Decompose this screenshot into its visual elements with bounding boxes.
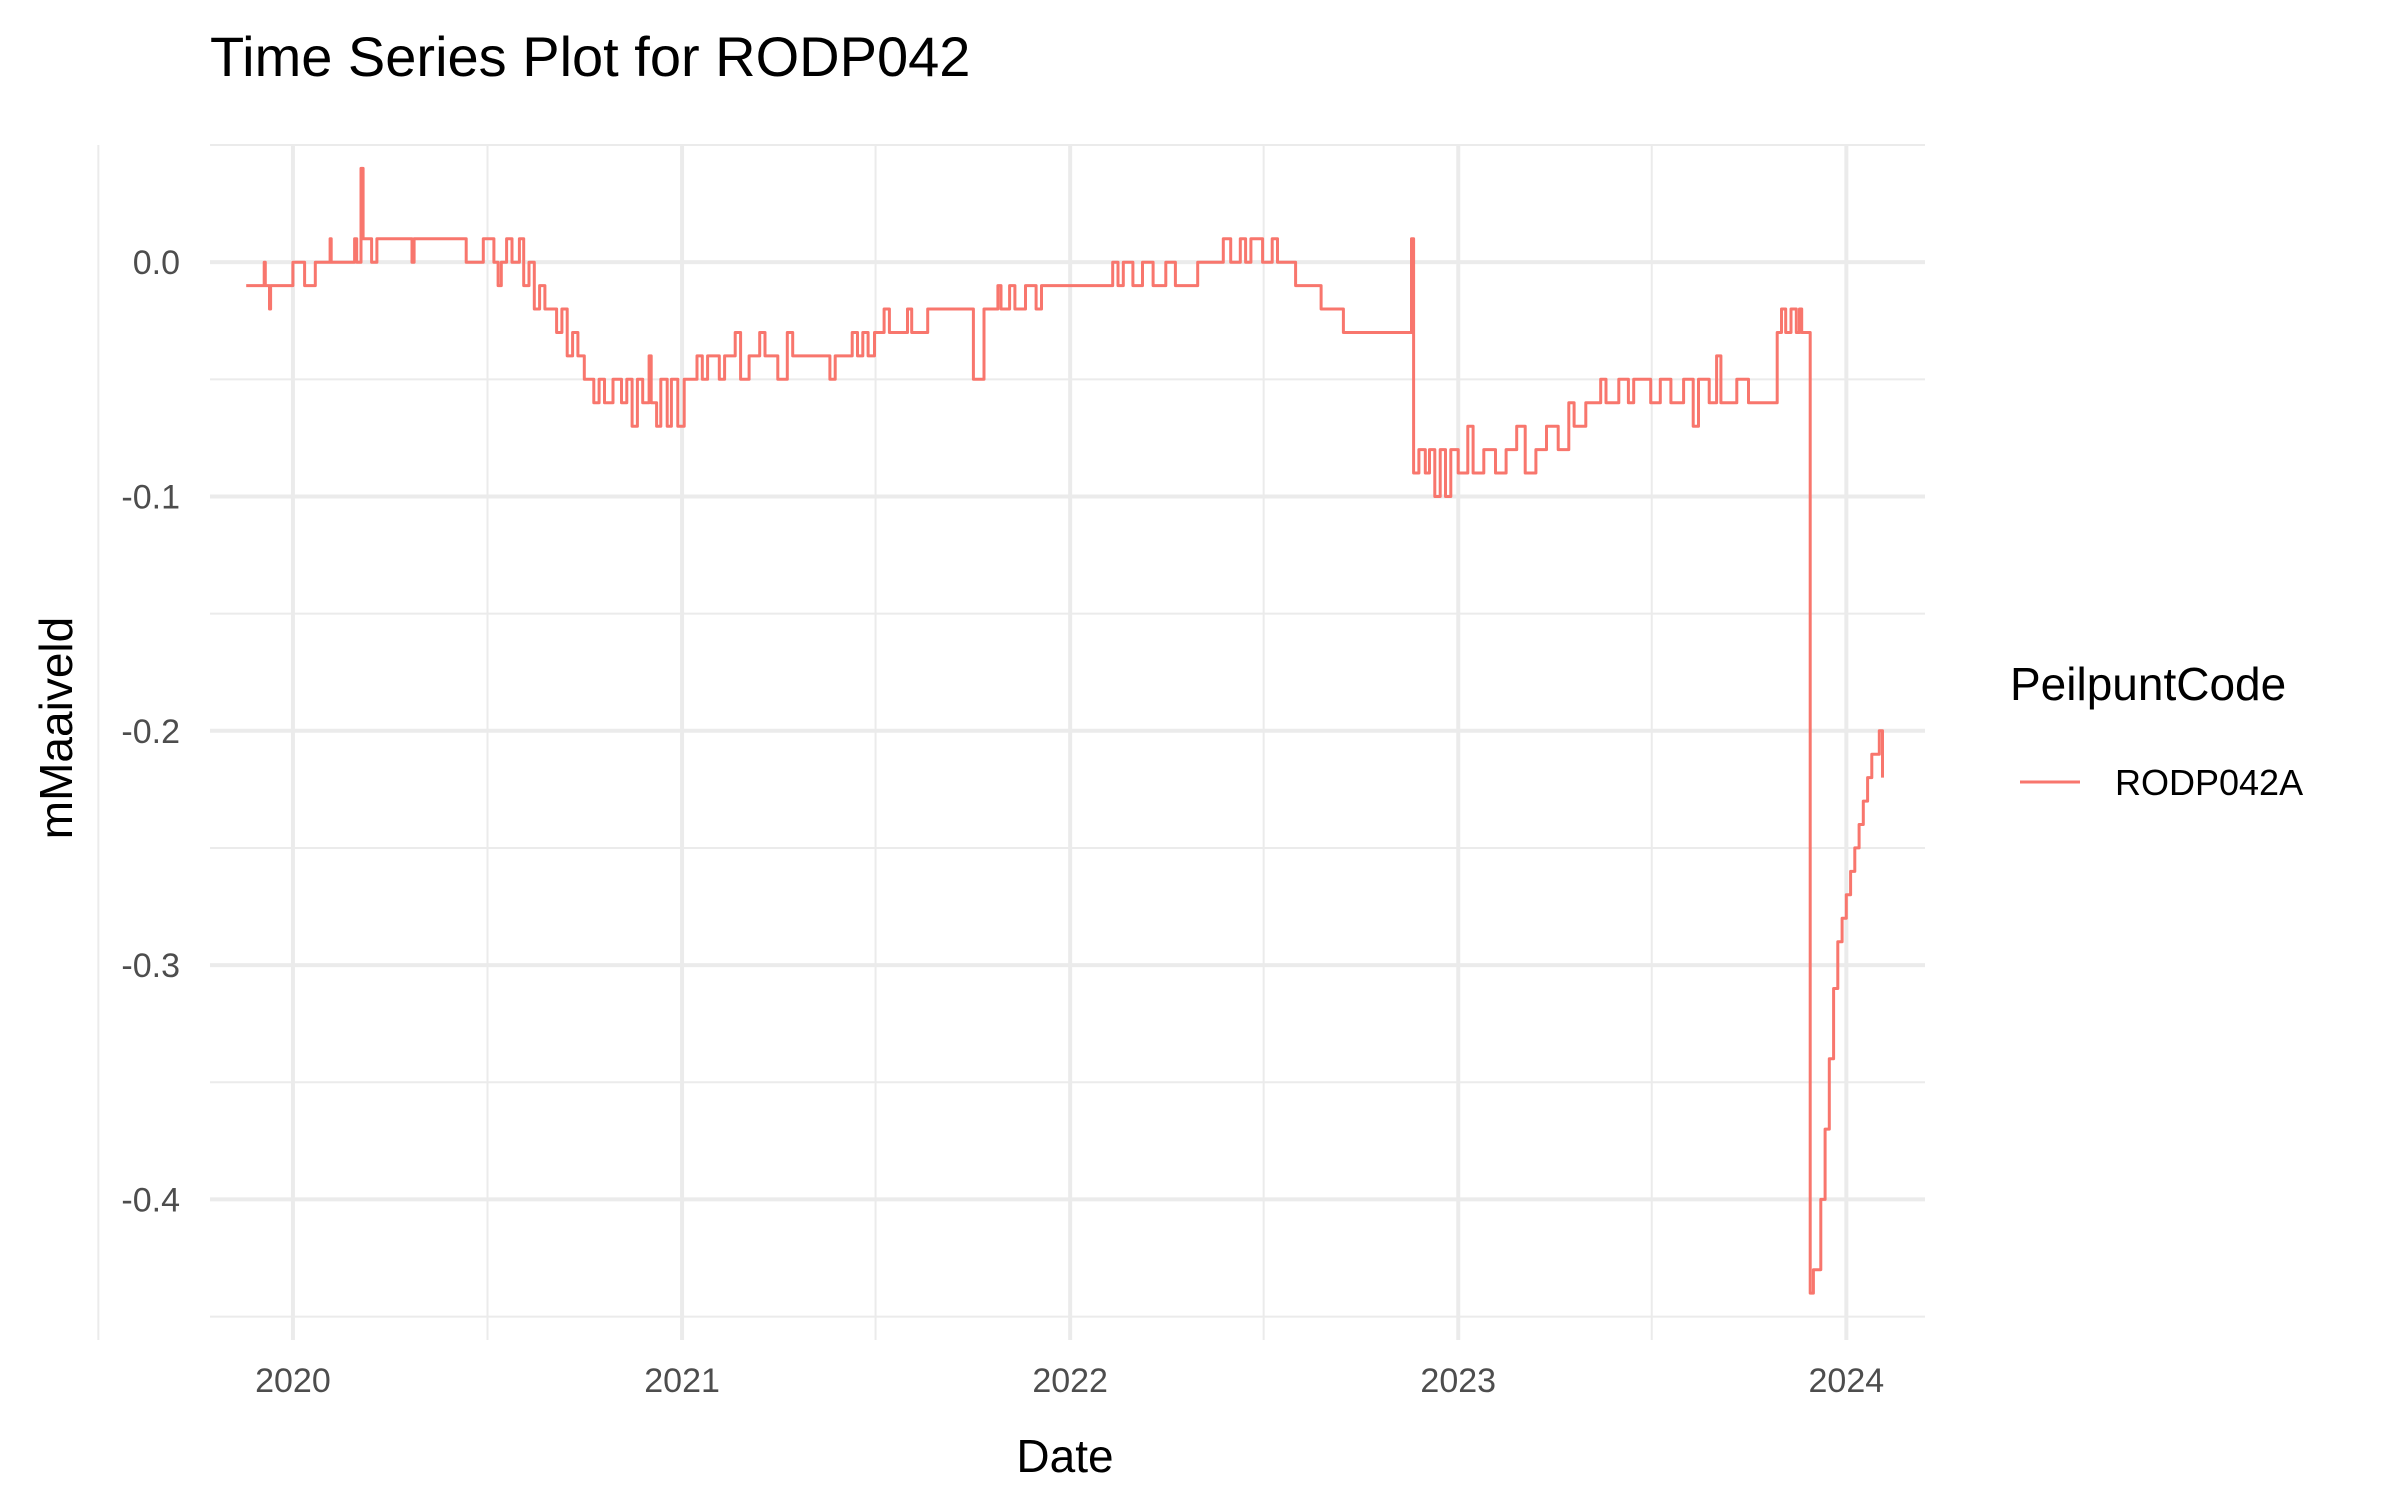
- x-axis-ticks: 2020 2021 2022 2023 2024: [255, 1362, 1884, 1400]
- y-tick-label: -0.2: [121, 713, 180, 751]
- chart-title: Time Series Plot for RODP042: [210, 25, 970, 88]
- legend: PeilpuntCode RODP042A: [2010, 658, 2303, 803]
- x-tick-label: 2024: [1809, 1362, 1885, 1400]
- x-tick-label: 2021: [644, 1362, 720, 1400]
- series-line-RODP042A: [246, 166, 1884, 1295]
- y-tick-label: -0.4: [121, 1181, 180, 1219]
- y-axis-title: mMaaiveld: [30, 617, 82, 839]
- x-tick-label: 2022: [1032, 1362, 1108, 1400]
- x-tick-label: 2020: [255, 1362, 331, 1400]
- grid-layer: [97, 144, 1925, 1340]
- y-tick-label: 0.0: [133, 244, 180, 282]
- series-layer: [246, 166, 1884, 1295]
- x-tick-label: 2023: [1420, 1362, 1496, 1400]
- y-axis-ticks: 0.0 -0.1 -0.2 -0.3 -0.4: [121, 244, 180, 1219]
- legend-label: RODP042A: [2115, 762, 2303, 803]
- y-tick-label: -0.3: [121, 947, 180, 985]
- legend-title: PeilpuntCode: [2010, 658, 2286, 710]
- x-axis-title: Date: [1016, 1430, 1113, 1482]
- y-tick-label: -0.1: [121, 478, 180, 516]
